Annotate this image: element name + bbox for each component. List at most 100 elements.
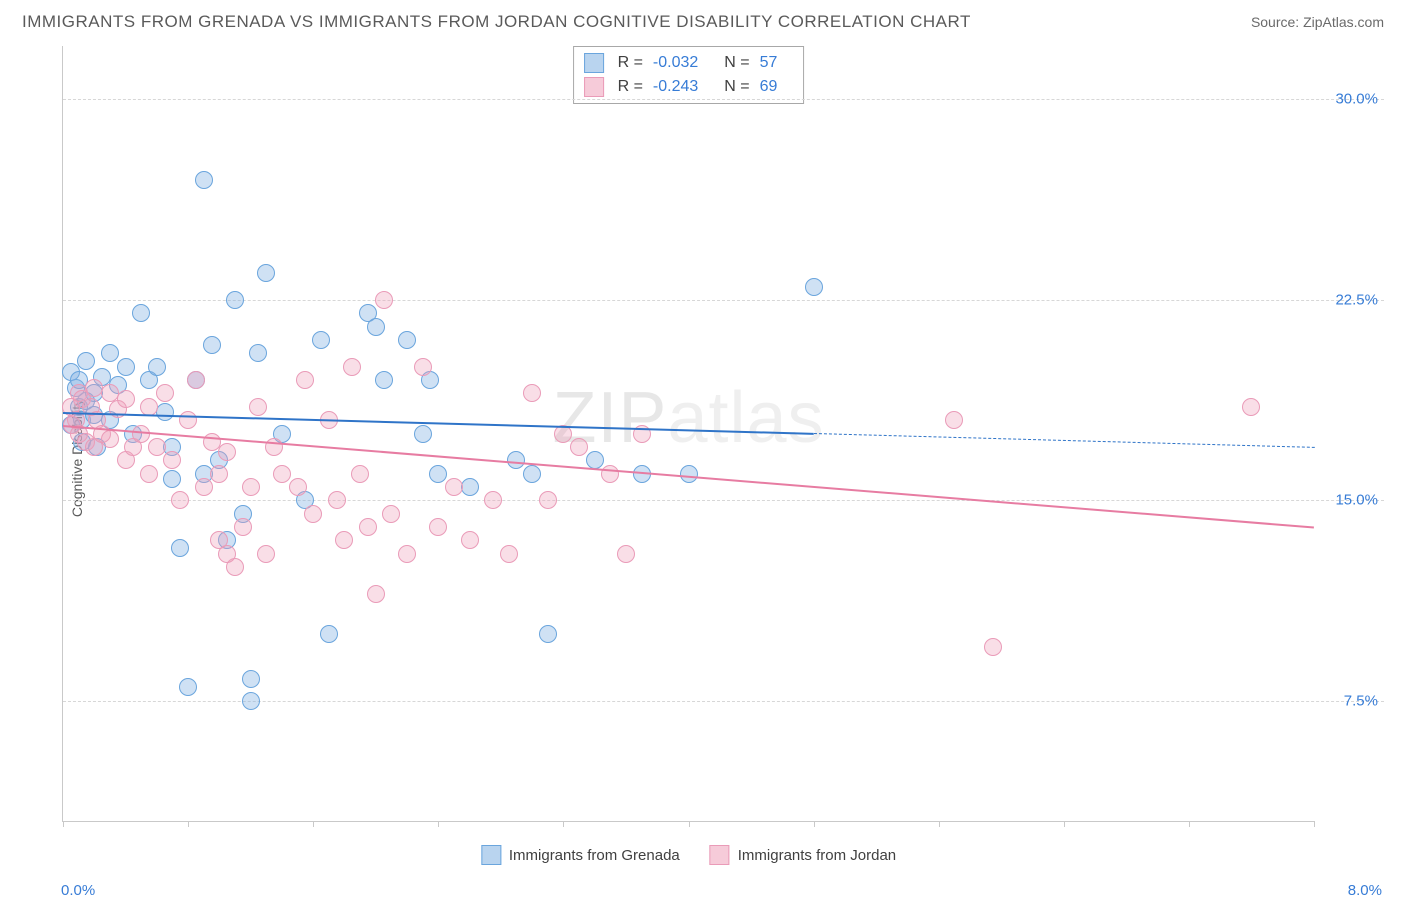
stat-r-label: R = xyxy=(618,51,643,75)
data-point xyxy=(234,518,252,536)
data-point xyxy=(163,451,181,469)
data-point xyxy=(187,371,205,389)
data-point xyxy=(414,358,432,376)
data-point xyxy=(140,465,158,483)
data-point xyxy=(461,478,479,496)
stat-n-label: N = xyxy=(724,75,749,99)
data-point xyxy=(77,352,95,370)
x-tick xyxy=(313,821,314,827)
data-point xyxy=(984,638,1002,656)
data-point xyxy=(586,451,604,469)
data-point xyxy=(242,692,260,710)
data-point xyxy=(156,384,174,402)
data-point xyxy=(375,371,393,389)
x-tick xyxy=(814,821,815,827)
data-point xyxy=(117,358,135,376)
watermark: ZIPatlas xyxy=(552,377,824,459)
header-bar: IMMIGRANTS FROM GRENADA VS IMMIGRANTS FR… xyxy=(0,0,1406,40)
x-tick xyxy=(939,821,940,827)
data-point xyxy=(398,545,416,563)
source-prefix: Source: xyxy=(1251,14,1303,30)
data-point xyxy=(351,465,369,483)
trend-line xyxy=(63,412,814,435)
watermark-part2: atlas xyxy=(667,378,824,458)
data-point xyxy=(617,545,635,563)
data-point xyxy=(500,545,518,563)
source-link[interactable]: ZipAtlas.com xyxy=(1303,14,1384,30)
x-tick xyxy=(63,821,64,827)
data-point xyxy=(163,470,181,488)
data-point xyxy=(414,425,432,443)
data-point xyxy=(507,451,525,469)
data-point xyxy=(179,678,197,696)
stat-n-value-grenada: 57 xyxy=(760,51,778,75)
data-point xyxy=(179,411,197,429)
legend-item-jordan: Immigrants from Jordan xyxy=(710,845,896,865)
stats-legend-box: R = -0.032 N = 57 R = -0.243 N = 69 xyxy=(573,46,805,104)
stats-row-grenada: R = -0.032 N = 57 xyxy=(584,51,790,75)
data-point xyxy=(117,390,135,408)
stat-n-label: N = xyxy=(724,51,749,75)
x-tick xyxy=(188,821,189,827)
gridline xyxy=(63,701,1384,702)
data-point xyxy=(484,491,502,509)
data-point xyxy=(226,291,244,309)
data-point xyxy=(210,465,228,483)
data-point xyxy=(335,531,353,549)
legend-label-grenada: Immigrants from Grenada xyxy=(509,847,680,864)
data-point xyxy=(249,344,267,362)
chart-title: IMMIGRANTS FROM GRENADA VS IMMIGRANTS FR… xyxy=(22,12,971,32)
data-point xyxy=(132,304,150,322)
source-attribution: Source: ZipAtlas.com xyxy=(1251,14,1384,30)
data-point xyxy=(523,465,541,483)
stat-r-label: R = xyxy=(618,75,643,99)
y-tick-label: 30.0% xyxy=(1335,91,1378,108)
data-point xyxy=(375,291,393,309)
data-point xyxy=(523,384,541,402)
data-point xyxy=(265,438,283,456)
gridline xyxy=(63,500,1384,501)
data-point xyxy=(218,545,236,563)
data-point xyxy=(257,545,275,563)
data-point xyxy=(296,371,314,389)
legend-label-jordan: Immigrants from Jordan xyxy=(738,847,896,864)
data-point xyxy=(273,465,291,483)
x-tick-label: 0.0% xyxy=(61,882,95,899)
data-point xyxy=(148,438,166,456)
gridline xyxy=(63,300,1384,301)
stat-r-value-grenada: -0.032 xyxy=(653,51,698,75)
x-tick xyxy=(1189,821,1190,827)
data-point xyxy=(203,336,221,354)
data-point xyxy=(367,585,385,603)
data-point xyxy=(945,411,963,429)
data-point xyxy=(382,505,400,523)
data-point xyxy=(242,670,260,688)
data-point xyxy=(171,539,189,557)
data-point xyxy=(195,478,213,496)
y-tick-label: 7.5% xyxy=(1344,692,1378,709)
data-point xyxy=(539,491,557,509)
plot-area: ZIPatlas R = -0.032 N = 57 R = -0.243 N … xyxy=(62,46,1314,822)
data-point xyxy=(249,398,267,416)
stats-row-jordan: R = -0.243 N = 69 xyxy=(584,75,790,99)
chart-container: Cognitive Disability ZIPatlas R = -0.032… xyxy=(22,46,1384,870)
data-point xyxy=(680,465,698,483)
data-point xyxy=(445,478,463,496)
stat-n-value-jordan: 69 xyxy=(760,75,778,99)
y-tick-label: 15.0% xyxy=(1335,492,1378,509)
swatch-blue-icon xyxy=(584,53,604,73)
data-point xyxy=(359,518,377,536)
swatch-pink-icon xyxy=(584,77,604,97)
data-point xyxy=(539,625,557,643)
data-point xyxy=(101,430,119,448)
data-point xyxy=(805,278,823,296)
data-point xyxy=(328,491,346,509)
trend-line xyxy=(814,433,1314,448)
x-tick xyxy=(1064,821,1065,827)
data-point xyxy=(429,465,447,483)
y-tick-label: 22.5% xyxy=(1335,291,1378,308)
data-point xyxy=(312,331,330,349)
data-point xyxy=(343,358,361,376)
data-point xyxy=(203,433,221,451)
data-point xyxy=(570,438,588,456)
